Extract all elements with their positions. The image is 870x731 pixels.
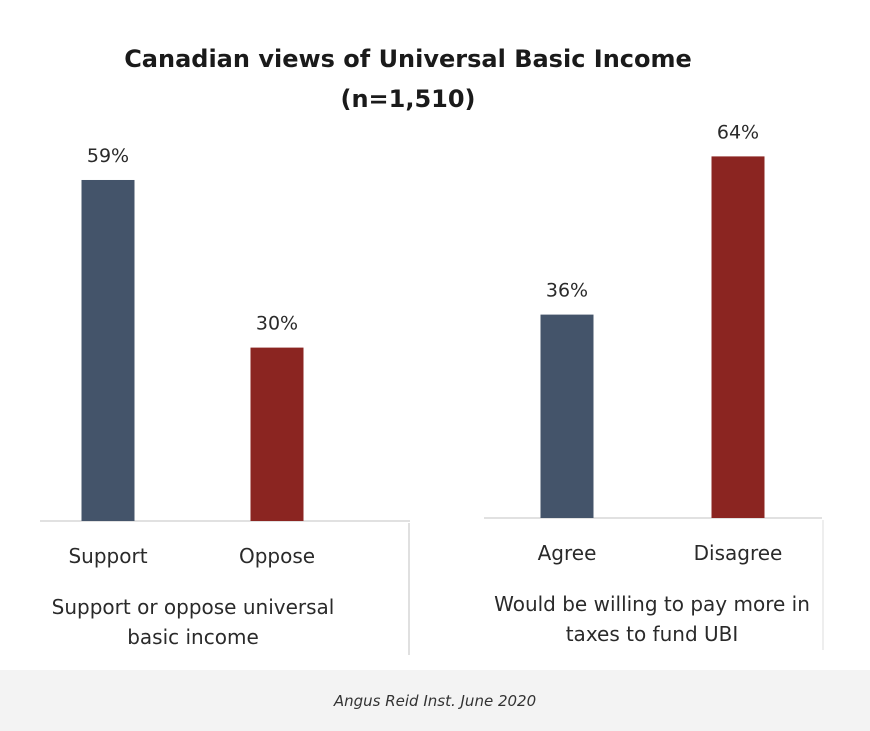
category-label: Support [68, 544, 147, 568]
group-label: Support or oppose universal [52, 595, 335, 619]
data-label: 59% [87, 145, 129, 167]
chart-marks: 59% Support 30% Oppose Support or oppose uni… [40, 121, 824, 655]
chart-svg: Canadian views of Universal Basic Income… [40, 45, 824, 655]
bar [540, 314, 594, 518]
bar [250, 347, 304, 521]
category-label: Disagree [694, 541, 783, 565]
caption-bar: Angus Reid Inst. June 2020 [0, 670, 870, 731]
bar [711, 156, 765, 518]
category-label: Agree [538, 541, 597, 565]
data-label: 30% [256, 313, 298, 335]
group-label: taxes to fund UBI [566, 622, 739, 646]
group-label: Would be willing to pay more in [494, 592, 810, 616]
data-label: 36% [546, 280, 588, 302]
data-label: 64% [717, 121, 759, 143]
chart: Canadian views of Universal Basic Income… [40, 45, 824, 655]
source-caption: Angus Reid Inst. June 2020 [333, 691, 537, 710]
bar [81, 179, 135, 522]
chart-title: Canadian views of Universal Basic Income [124, 45, 692, 73]
category-label: Oppose [239, 544, 315, 568]
group-label: basic income [127, 625, 259, 649]
chart-subtitle: (n=1,510) [340, 85, 475, 113]
